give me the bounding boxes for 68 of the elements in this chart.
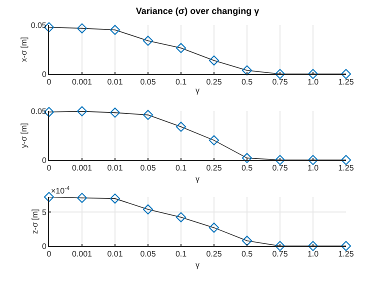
x-tick-label: 1.0 xyxy=(307,164,320,173)
y-axis-title: z-σ [m] xyxy=(30,209,40,234)
point xyxy=(340,240,352,252)
x-axis-title: γ xyxy=(196,174,200,184)
y-tick-label: 0 xyxy=(42,242,47,251)
y-tick-label: 0 xyxy=(42,156,47,165)
x-axis-title: γ xyxy=(196,86,200,95)
point xyxy=(274,68,286,80)
point xyxy=(76,106,88,116)
point xyxy=(340,68,352,80)
x-tick-label: 1.0 xyxy=(307,250,320,259)
x-tick-label: 1.25 xyxy=(338,78,354,87)
point xyxy=(308,154,318,166)
point xyxy=(274,154,286,166)
x-tick-label: 0.01 xyxy=(107,164,124,173)
y-tick-label: 0.05 xyxy=(30,20,47,30)
x-tick-label: 0.01 xyxy=(107,78,124,87)
point xyxy=(176,42,186,54)
chart-title: Variance (σ) over changing γ xyxy=(136,6,260,16)
point xyxy=(76,192,88,203)
point xyxy=(142,36,154,46)
x-axis-title: γ xyxy=(196,260,200,270)
y-axis-title: x-σ [m] xyxy=(20,37,29,62)
x-tick-label: 0.1 xyxy=(175,78,188,87)
y-axis-title: y-σ [m] xyxy=(20,123,29,148)
x-tick-label: 0.75 xyxy=(272,250,288,259)
y-tick-label: 5 xyxy=(42,208,47,217)
x-tick-label: 0.05 xyxy=(140,164,156,173)
point xyxy=(110,194,120,204)
point xyxy=(308,68,318,80)
x-tick-label: 0.001 xyxy=(72,78,93,87)
x-tick-label: 0.05 xyxy=(140,250,156,259)
point xyxy=(242,152,252,164)
point xyxy=(76,23,88,34)
x-tick-label: 0.75 xyxy=(272,164,288,173)
x-tick-label: 0.75 xyxy=(272,78,288,87)
point xyxy=(176,122,186,132)
point xyxy=(208,55,220,66)
x-tick-label: 0.5 xyxy=(241,78,254,87)
point xyxy=(110,24,120,35)
text: ×10$^{-4}$ xyxy=(51,186,70,196)
x-tick-label: 0.25 xyxy=(206,250,222,259)
point xyxy=(142,110,154,120)
point xyxy=(142,204,154,214)
x-tick-label: 1.0 xyxy=(307,78,320,87)
x-tick-label: 1.25 xyxy=(338,250,354,259)
x-tick-label: 0.001 xyxy=(72,164,93,173)
point xyxy=(274,240,286,252)
y-tick-label: 0.05 xyxy=(30,106,47,116)
x-tick-label: 0.25 xyxy=(206,78,222,87)
point xyxy=(110,108,120,118)
point xyxy=(176,212,186,222)
x-tick-label: 0.1 xyxy=(175,164,188,173)
point xyxy=(242,236,252,246)
point xyxy=(308,240,318,252)
x-tick-label: 0.1 xyxy=(175,250,188,259)
point xyxy=(208,135,220,146)
x-tick-label: 0.05 xyxy=(140,78,156,87)
x-tick-label: 0.5 xyxy=(241,250,254,259)
x-tick-label: 0.5 xyxy=(241,164,254,173)
x-tick-label: 0.001 xyxy=(72,250,93,259)
x-tick-label: 0.25 xyxy=(206,164,222,173)
point xyxy=(340,154,352,166)
x-tick-label: 1.25 xyxy=(338,164,354,173)
point xyxy=(208,222,220,233)
x-tick-label: 0.01 xyxy=(107,250,124,259)
point xyxy=(242,65,252,76)
y-tick-label: 0 xyxy=(42,70,47,79)
